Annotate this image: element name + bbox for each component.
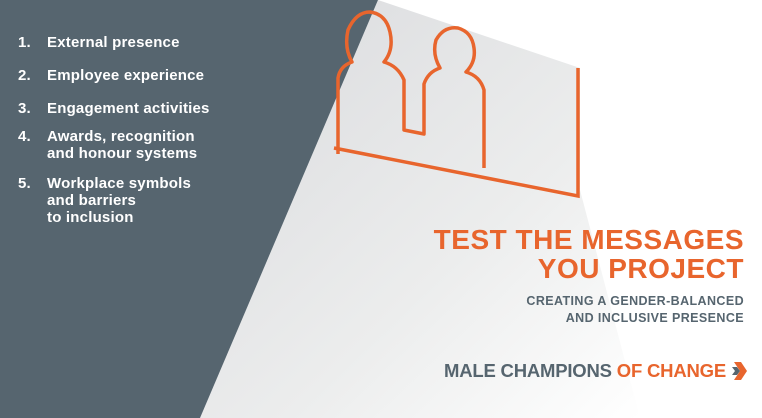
list-text: Engagement activities — [47, 100, 210, 117]
subheadline-line-2: AND INCLUSIVE PRESENCE — [565, 311, 744, 325]
brand-logo: MALE CHAMPIONS OF CHANGE — [444, 360, 748, 382]
list-text: Workplace symbols and barriers to inclus… — [47, 175, 192, 226]
subheadline: CREATING A GENDER-BALANCED AND INCLUSIVE… — [526, 293, 744, 327]
list-item: 4. Awards, recognition and honour system… — [18, 128, 210, 162]
list-item: 2. Employee experience — [18, 67, 210, 84]
list-text: Awards, recognition and honour systems — [47, 128, 198, 162]
list-item: 3. Engagement activities — [18, 100, 210, 117]
headline: TEST THE MESSAGES YOU PROJECT — [434, 225, 744, 283]
list-number: 3. — [18, 100, 31, 117]
topics-list: 1. External presence 2. Employee experie… — [18, 34, 210, 226]
chevron-logo-icon — [732, 361, 748, 381]
list-number: 4. — [18, 128, 31, 145]
brand-text-accent: OF CHANGE — [616, 360, 726, 381]
list-number: 2. — [18, 67, 31, 84]
list-item: 1. External presence — [18, 34, 210, 51]
projection-screen-outline — [333, 68, 580, 199]
slate-panel — [0, 0, 378, 418]
subheadline-line-1: CREATING A GENDER-BALANCED — [526, 294, 744, 308]
people-silhouette-icon — [336, 10, 486, 168]
light-beam — [200, 0, 640, 418]
list-item: 5. Workplace symbols and barriers to inc… — [18, 175, 210, 226]
brand-text-primary: MALE CHAMPIONS — [443, 360, 612, 381]
list-text: Employee experience — [47, 67, 205, 84]
list-number: 5. — [18, 175, 31, 192]
list-text: External presence — [47, 34, 180, 51]
headline-line-2: YOU PROJECT — [537, 253, 744, 284]
headline-line-1: TEST THE MESSAGES — [433, 224, 744, 255]
list-number: 1. — [18, 34, 31, 51]
